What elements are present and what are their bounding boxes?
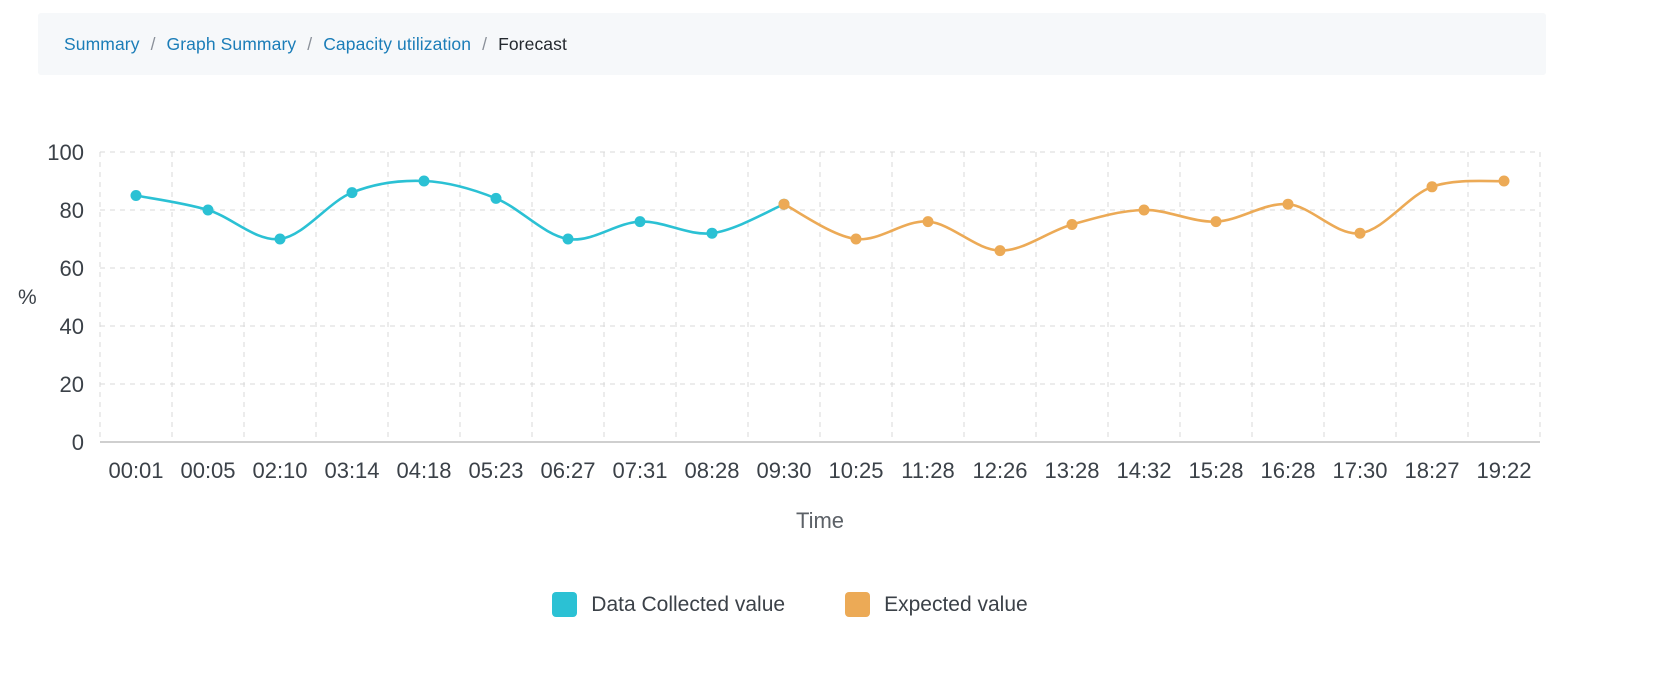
x-tick-label: 04:18 (396, 458, 451, 483)
x-tick-label: 06:27 (540, 458, 595, 483)
y-tick-label: 80 (60, 198, 84, 223)
data-point[interactable] (850, 233, 862, 245)
data-point[interactable] (1066, 219, 1078, 230)
legend-label: Expected value (884, 592, 1028, 616)
x-tick-label: 17:30 (1332, 458, 1387, 483)
data-point[interactable] (1498, 175, 1510, 187)
x-tick-label: 14:32 (1116, 458, 1171, 483)
x-tick-label: 16:28 (1260, 458, 1315, 483)
x-tick-label: 15:28 (1188, 458, 1243, 483)
x-tick-label: 08:28 (684, 458, 739, 483)
x-tick-label: 07:31 (612, 458, 667, 483)
data-point[interactable] (706, 227, 718, 239)
data-point[interactable] (418, 175, 430, 187)
x-tick-label: 18:27 (1404, 458, 1459, 483)
x-tick-label: 03:14 (324, 458, 379, 483)
data-point[interactable] (1282, 198, 1294, 210)
x-tick-label: 05:23 (468, 458, 523, 483)
data-point[interactable] (922, 216, 934, 228)
breadcrumb-separator: / (307, 33, 313, 54)
breadcrumb-item-forecast: Forecast (498, 33, 567, 54)
x-tick-label: 11:28 (901, 458, 954, 483)
y-tick-label: 0 (72, 430, 84, 455)
x-tick-label: 09:30 (756, 458, 811, 483)
x-tick-label: 00:01 (108, 458, 163, 483)
data-point[interactable] (202, 204, 214, 216)
data-point[interactable] (490, 192, 502, 204)
breadcrumb-item-capacity-utilization[interactable]: Capacity utilization (323, 33, 472, 54)
chart-legend: Data Collected value Expected value (0, 592, 1580, 617)
x-tick-label: 10:25 (828, 458, 883, 483)
y-tick-label: 20 (60, 372, 84, 397)
breadcrumb: Summary / Graph Summary / Capacity utilizati… (38, 13, 1546, 75)
legend-label: Data Collected value (591, 592, 786, 616)
data-point[interactable] (778, 198, 790, 210)
chart-canvas[interactable]: 0 20 40 60 80 100 00:01 00:05 02:10 03:14 04:18 05:… (0, 118, 1680, 548)
legend-item-expected-value[interactable]: Expected value (845, 592, 1028, 617)
breadcrumb-separator: / (482, 33, 488, 54)
legend-swatch-expected-value (845, 592, 871, 617)
y-tick-label: 100 (47, 140, 84, 165)
data-point[interactable] (994, 245, 1006, 257)
legend-swatch-data-collected-value (552, 592, 578, 617)
data-point[interactable] (634, 216, 646, 228)
x-axis-title: Time (796, 508, 844, 533)
breadcrumb-item-summary[interactable]: Summary (64, 33, 140, 54)
y-axis-title: % (18, 286, 37, 309)
data-point[interactable] (562, 233, 574, 245)
data-point[interactable] (130, 190, 142, 201)
legend-item-data-collected-value[interactable]: Data Collected value (552, 592, 785, 617)
data-point[interactable] (1354, 227, 1366, 239)
breadcrumb-separator: / (150, 33, 156, 54)
y-tick-label: 40 (60, 314, 84, 339)
x-tick-label: 00:05 (180, 458, 235, 483)
line-chart[interactable]: 0 20 40 60 80 100 00:01 00:05 02:10 03:14 04:18 05:… (0, 118, 1680, 548)
x-tick-label: 19:22 (1476, 458, 1531, 483)
x-tick-label: 02:10 (252, 458, 307, 483)
x-tick-label: 12:26 (972, 458, 1027, 483)
y-tick-label: 60 (60, 256, 84, 281)
data-point[interactable] (1210, 216, 1222, 228)
data-point[interactable] (274, 233, 286, 245)
breadcrumb-item-graph-summary[interactable]: Graph Summary (166, 33, 297, 54)
data-point[interactable] (1426, 181, 1438, 193)
x-tick-label: 13:28 (1044, 458, 1099, 483)
data-point[interactable] (346, 187, 358, 199)
series-line-data-collected-value (134, 179, 786, 241)
data-point[interactable] (1138, 204, 1150, 216)
